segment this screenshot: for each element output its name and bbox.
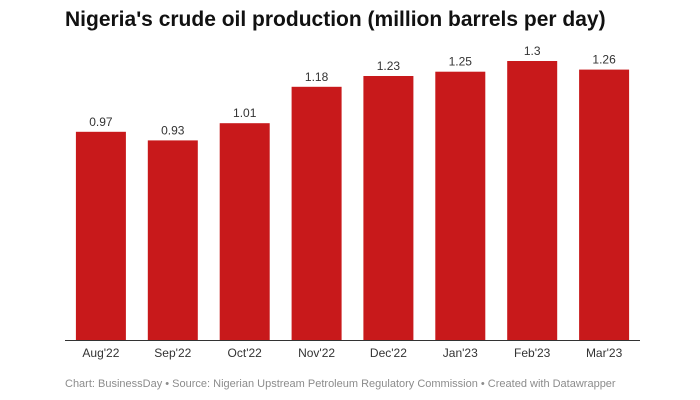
bar-nov22 [291,86,342,340]
x-tick-label: Aug'22 [82,346,119,360]
value-label: 1.25 [449,55,473,69]
x-tick-label: Sep'22 [154,346,191,360]
bar-aug22 [75,131,126,340]
chart-title: Nigeria's crude oil production (million … [65,8,606,31]
x-tick-label: Dec'22 [370,346,407,360]
bar-jan23 [435,71,486,340]
bar-feb23 [507,61,558,340]
x-tick-label: Nov'22 [298,346,335,360]
x-tick-label: Mar'23 [586,346,623,360]
bar-dec22 [363,76,414,340]
value-label: 1.18 [305,70,329,84]
bars-group [75,61,630,340]
x-tick-label: Feb'23 [514,346,551,360]
value-label: 0.97 [89,115,113,129]
value-label: 1.01 [233,106,257,120]
value-label: 1.3 [524,44,541,58]
chart-footer: Chart: BusinessDay • Source: Nigerian Up… [65,378,616,390]
value-label: 1.26 [592,53,616,67]
value-label: 0.93 [161,123,185,137]
x-tick-label: Oct'22 [228,346,263,360]
bar-mar23 [579,69,630,340]
bar-sep22 [147,140,198,340]
value-labels-group: 0.97 0.93 1.01 1.18 1.23 1.25 1.3 1.26 [89,44,616,137]
x-tick-label: Jan'23 [443,346,478,360]
x-tick-labels-group: Aug'22 Sep'22 Oct'22 Nov'22 Dec'22 Jan'23 Feb'… [82,346,622,360]
bar-oct22 [219,123,270,340]
value-label: 1.23 [377,59,401,73]
